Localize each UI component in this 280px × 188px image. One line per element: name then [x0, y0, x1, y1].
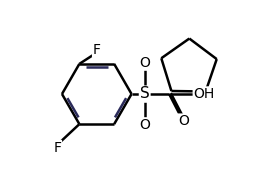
- Text: O: O: [178, 114, 189, 128]
- Text: O: O: [139, 118, 150, 132]
- Text: O: O: [139, 56, 150, 70]
- Text: F: F: [93, 43, 101, 57]
- Text: OH: OH: [193, 87, 214, 101]
- Text: F: F: [53, 141, 61, 155]
- Text: S: S: [140, 86, 150, 102]
